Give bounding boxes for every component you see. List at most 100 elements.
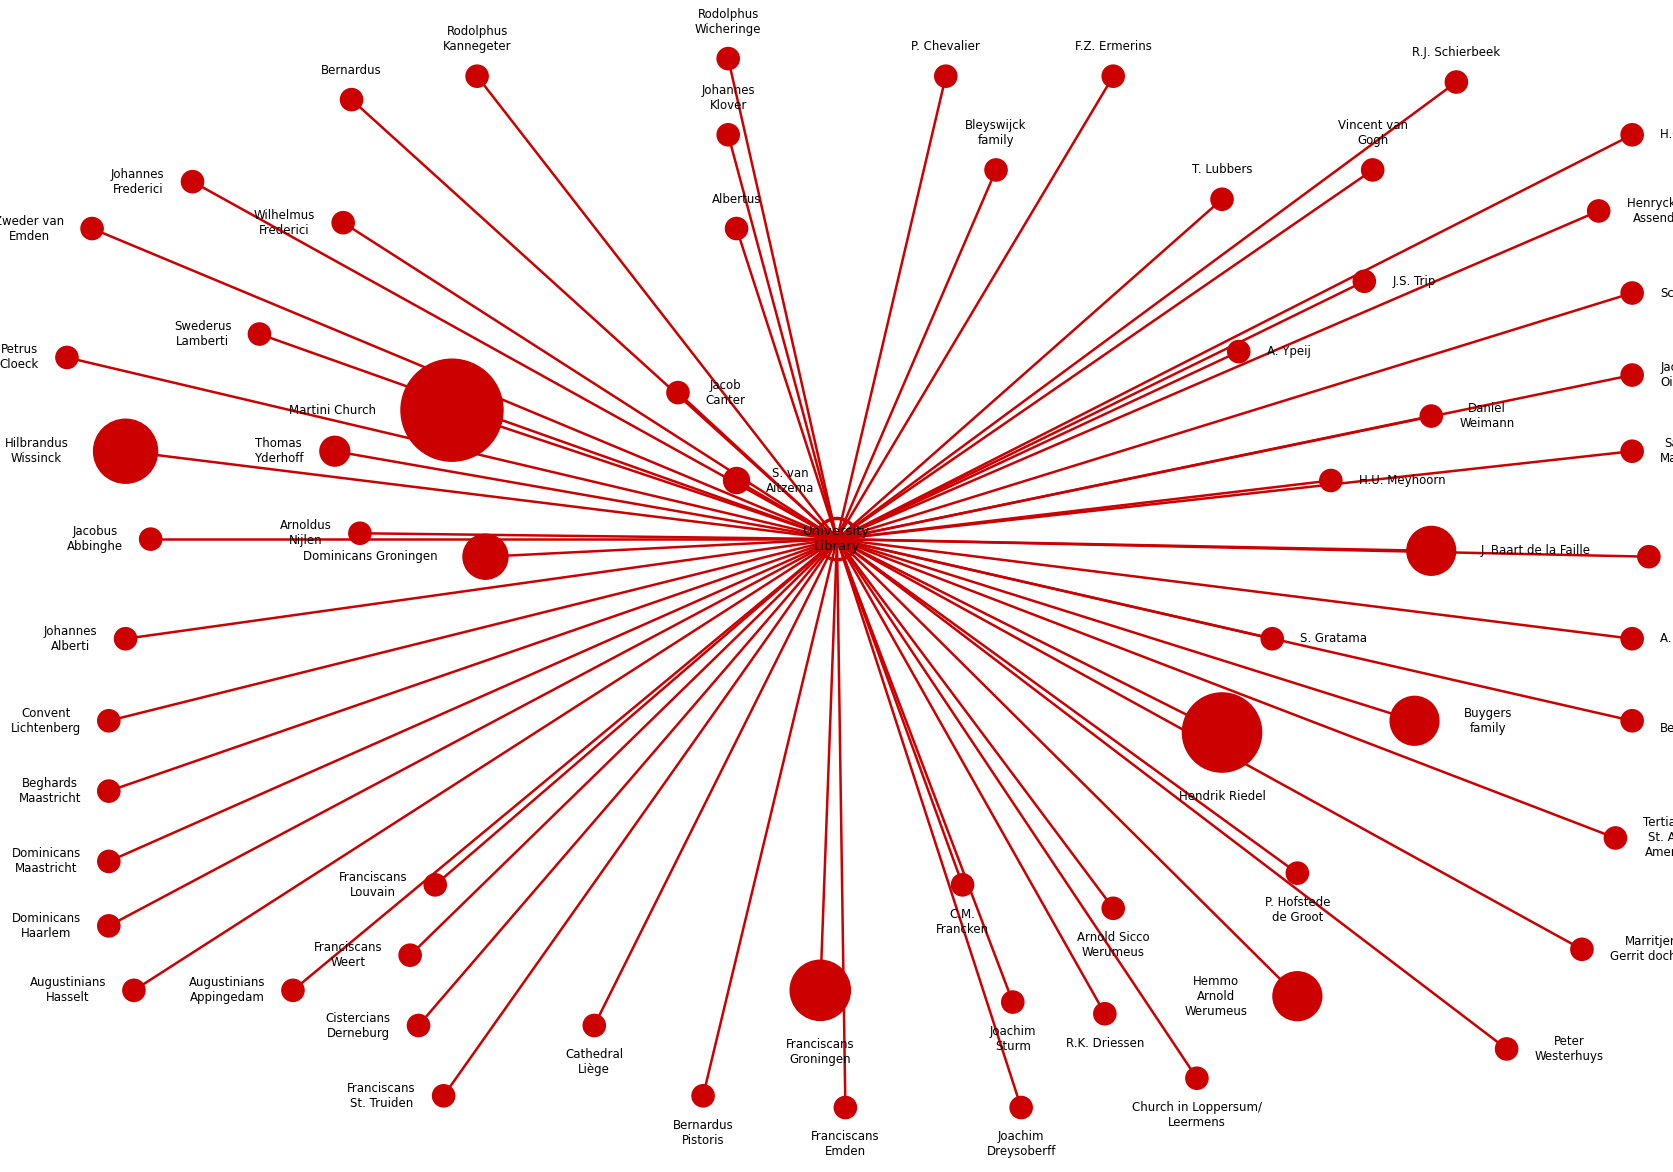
Ellipse shape (723, 468, 750, 493)
Text: Franciscans
St. Truiden: Franciscans St. Truiden (346, 1082, 415, 1110)
Ellipse shape (1352, 271, 1375, 292)
Text: Bernardus
Pistoris: Bernardus Pistoris (673, 1118, 733, 1146)
Text: Augustinians
Appingedam: Augustinians Appingedam (189, 976, 264, 1004)
Text: Hendrik Riedel: Hendrik Riedel (1178, 790, 1265, 803)
Text: P. Hofstede
de Groot: P. Hofstede de Groot (1263, 895, 1330, 924)
Text: Joachim
Sturm: Joachim Sturm (989, 1024, 1036, 1052)
Text: Church in Loppersum/
Leermens: Church in Loppersum/ Leermens (1131, 1101, 1261, 1129)
Ellipse shape (1285, 863, 1308, 884)
Ellipse shape (1419, 406, 1442, 427)
Text: Pieter
Beyntsma: Pieter Beyntsma (1660, 707, 1673, 735)
Ellipse shape (1405, 526, 1456, 575)
Text: Augustinians
Hasselt: Augustinians Hasselt (30, 976, 105, 1004)
Ellipse shape (1389, 696, 1439, 745)
Ellipse shape (423, 874, 447, 895)
Text: Hilbrandus
Wissinck: Hilbrandus Wissinck (5, 437, 69, 465)
Ellipse shape (1619, 282, 1643, 304)
Text: S. van
Aitzema: S. van Aitzema (766, 466, 815, 495)
Ellipse shape (398, 945, 422, 966)
Ellipse shape (716, 124, 739, 145)
Text: Vincent van
Gogh: Vincent van Gogh (1337, 120, 1407, 148)
Text: Beghards
Maastricht: Beghards Maastricht (18, 777, 80, 805)
Text: P. Chevalier: P. Chevalier (910, 40, 980, 54)
Ellipse shape (97, 915, 120, 936)
Text: Franciscans
Weert: Franciscans Weert (313, 941, 381, 969)
Ellipse shape (1271, 972, 1322, 1021)
Text: Rodolphus
Kannegeter: Rodolphus Kannegeter (443, 26, 510, 54)
Text: Buygers
family: Buygers family (1464, 707, 1512, 735)
Text: S. Gratama: S. Gratama (1300, 632, 1367, 646)
Ellipse shape (934, 66, 957, 87)
Text: Convent
Lichtenberg: Convent Lichtenberg (10, 707, 80, 735)
Text: Jacobus
Abbinghe: Jacobus Abbinghe (67, 525, 122, 553)
Text: J.S. Trip: J.S. Trip (1392, 274, 1435, 288)
Text: Peter
Westerhuys: Peter Westerhuys (1534, 1035, 1603, 1063)
Ellipse shape (348, 523, 371, 544)
Ellipse shape (122, 980, 146, 1001)
Text: Dominicans
Haarlem: Dominicans Haarlem (12, 912, 80, 940)
Ellipse shape (1318, 470, 1342, 491)
Ellipse shape (1101, 66, 1124, 87)
Text: Bernardus: Bernardus (321, 63, 381, 77)
Text: Franciscans
Emden: Franciscans Emden (811, 1130, 878, 1158)
Ellipse shape (97, 851, 120, 872)
Text: Tertiaries of
St. Agnes,
Amersfoort: Tertiaries of St. Agnes, Amersfoort (1643, 817, 1673, 859)
Ellipse shape (181, 171, 204, 192)
Ellipse shape (1184, 1068, 1208, 1089)
Text: Bleyswijck
family: Bleyswijck family (965, 120, 1026, 148)
Ellipse shape (55, 347, 79, 368)
Ellipse shape (833, 1097, 857, 1118)
Ellipse shape (97, 710, 120, 731)
Ellipse shape (1226, 341, 1250, 362)
Text: J. Baart de la Faille: J. Baart de la Faille (1481, 544, 1589, 558)
Text: Johannes
Frederici: Johannes Frederici (110, 168, 164, 196)
Text: R.K. Driessen: R.K. Driessen (1066, 1036, 1143, 1050)
Ellipse shape (691, 1085, 714, 1106)
Ellipse shape (1181, 693, 1261, 772)
Ellipse shape (1009, 1097, 1032, 1118)
Ellipse shape (716, 48, 739, 69)
Text: Marritjen
Gerrit dochter: Marritjen Gerrit dochter (1609, 935, 1673, 963)
Ellipse shape (94, 420, 157, 483)
Text: Martini Church: Martini Church (289, 403, 376, 417)
Text: Arnold Sicco
Werumeus: Arnold Sicco Werumeus (1076, 931, 1149, 959)
Ellipse shape (1619, 441, 1643, 462)
Ellipse shape (1101, 898, 1124, 919)
Ellipse shape (1092, 1003, 1116, 1024)
Text: University
Library: University Library (803, 525, 870, 553)
Ellipse shape (248, 323, 271, 345)
Ellipse shape (407, 1015, 430, 1036)
Text: Franciscans
Groningen: Franciscans Groningen (786, 1038, 853, 1067)
Ellipse shape (463, 534, 507, 579)
Text: Franciscans
Louvain: Franciscans Louvain (338, 871, 407, 899)
Ellipse shape (80, 218, 104, 239)
Text: F.Z. Ermerins: F.Z. Ermerins (1074, 40, 1151, 54)
Ellipse shape (1619, 710, 1643, 731)
Text: R.J. Schierbeek: R.J. Schierbeek (1412, 46, 1499, 60)
Text: Johannes
Klover: Johannes Klover (701, 84, 755, 113)
Ellipse shape (582, 1015, 606, 1036)
Ellipse shape (724, 218, 748, 239)
Ellipse shape (1619, 364, 1643, 386)
Ellipse shape (97, 781, 120, 802)
Text: Scheyern: Scheyern (1660, 286, 1673, 300)
Ellipse shape (790, 960, 850, 1021)
Text: Petrus
Cloeck: Petrus Cloeck (0, 343, 38, 372)
Text: Johannes
Alberti: Johannes Alberti (43, 625, 97, 653)
Text: Jacob
Canter: Jacob Canter (706, 379, 746, 407)
Text: A. Pagenstecher: A. Pagenstecher (1660, 632, 1673, 646)
Text: Swederus
Lamberti: Swederus Lamberti (174, 320, 231, 348)
Ellipse shape (465, 66, 489, 87)
Text: H.U. Meyhoorn: H.U. Meyhoorn (1358, 473, 1444, 488)
Text: Thomas
Yderhoff: Thomas Yderhoff (254, 437, 303, 465)
Text: Henryck van
Assendelft: Henryck van Assendelft (1626, 197, 1673, 225)
Ellipse shape (1636, 546, 1660, 567)
Ellipse shape (281, 980, 304, 1001)
Text: Dominicans Groningen: Dominicans Groningen (303, 550, 438, 564)
Ellipse shape (666, 382, 689, 403)
Text: Daniel
Weimann: Daniel Weimann (1459, 402, 1514, 430)
Ellipse shape (1619, 628, 1643, 649)
Text: C.M.
Francken: C.M. Francken (935, 907, 989, 935)
Text: Joachim
Dreysoberff: Joachim Dreysoberff (985, 1130, 1056, 1158)
Ellipse shape (1360, 159, 1384, 180)
